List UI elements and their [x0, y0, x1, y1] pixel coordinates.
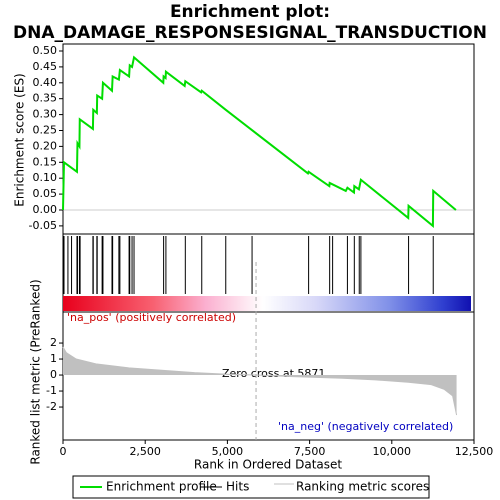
es-line: [62, 55, 457, 228]
legend-label: Hits: [226, 480, 249, 494]
x-tick-label: 12,500: [455, 445, 494, 458]
y-tick-label: 0.05: [33, 187, 58, 200]
y-tick-label: 0.45: [33, 60, 58, 73]
x-tick-label: 7,500: [294, 445, 326, 458]
legend-label: Ranking metric scores: [296, 480, 429, 494]
x-tick-label: 0: [60, 445, 67, 458]
y-tick-label: 0.10: [33, 171, 58, 184]
y-tick-label: 1: [50, 352, 57, 365]
y-tick-label: -1: [46, 384, 57, 397]
plot-frame: [62, 43, 475, 441]
y-tick-label: -0.05: [29, 219, 57, 232]
chart-title: DNA_DAMAGE_RESPONSESIGNAL_TRANSDUCTION: [13, 23, 487, 43]
metric-line: [62, 346, 458, 416]
rank-color-bar: [63, 296, 471, 311]
chart-title: Enrichment plot:: [170, 2, 330, 22]
legend: [72, 475, 430, 499]
annotation: 'na_neg' (negatively correlated): [278, 420, 453, 433]
y-tick-label: 0.20: [33, 139, 58, 152]
x-tick-label: 5,000: [212, 445, 244, 458]
annotation: Zero cross at 5871: [222, 367, 325, 380]
x-tick-label: 10,000: [373, 445, 412, 458]
y-axis-title: Ranked list metric (PreRanked): [29, 279, 43, 464]
y-tick-label: 2: [50, 336, 57, 349]
y-axis-title: Enrichment score (ES): [13, 73, 27, 206]
legend-label: Enrichment profile: [106, 480, 217, 494]
y-tick-label: -2: [46, 400, 57, 413]
y-tick-label: 0: [50, 368, 57, 381]
y-tick-label: 0.40: [33, 76, 58, 89]
x-axis-title: Rank in Ordered Dataset: [194, 458, 342, 472]
annotation: 'na_pos' (positively correlated): [67, 311, 236, 324]
y-tick-label: 0.30: [33, 108, 58, 121]
y-tick-label: 0.50: [33, 44, 58, 57]
y-tick-label: 0.15: [33, 155, 58, 168]
y-tick-label: 0.35: [33, 92, 58, 105]
x-tick-label: 2,500: [129, 445, 161, 458]
y-tick-label: 0.00: [33, 203, 58, 216]
y-tick-label: 0.25: [33, 123, 58, 136]
